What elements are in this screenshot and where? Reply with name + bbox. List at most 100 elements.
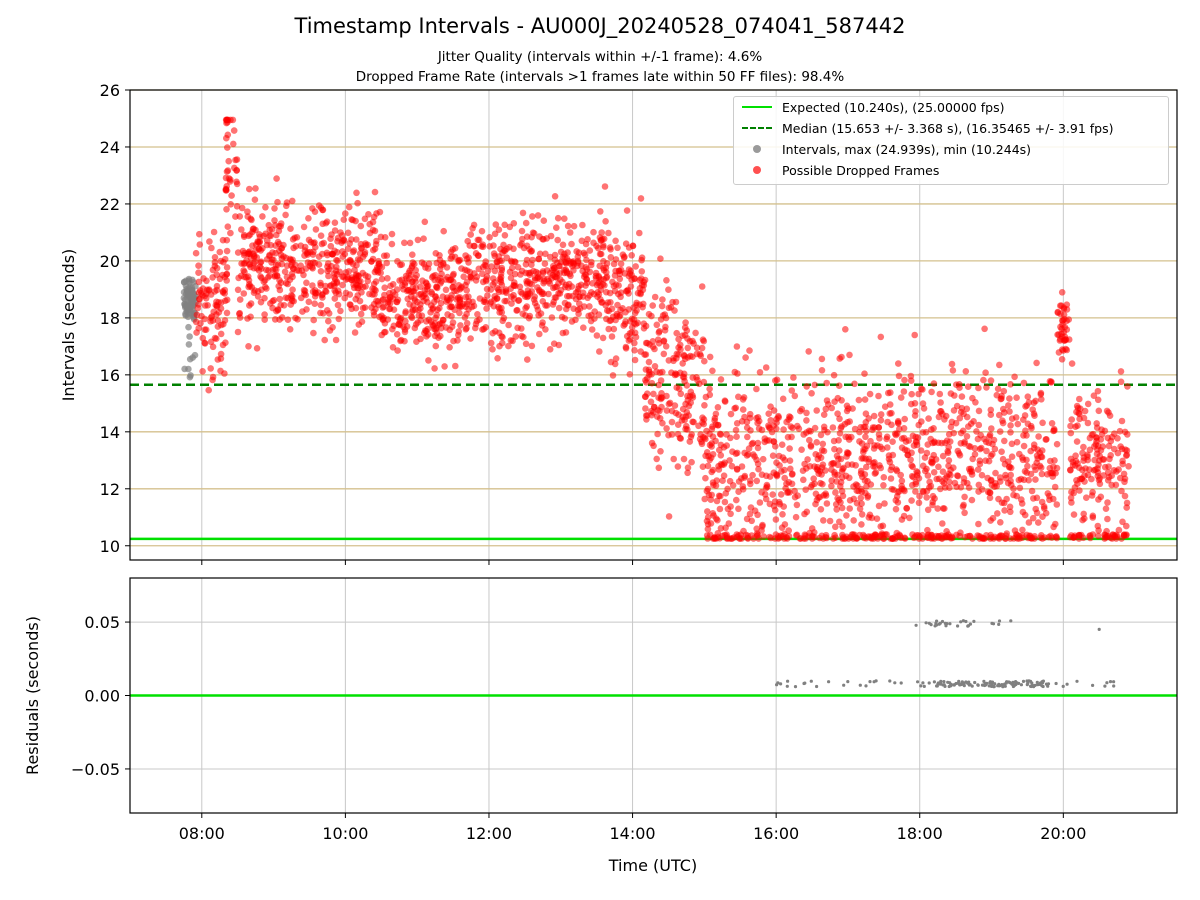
dropped-frame-point	[765, 410, 772, 418]
dropped-frame-point	[422, 279, 430, 286]
dropped-frame-point	[354, 256, 362, 263]
dropped-frame-point	[529, 229, 537, 236]
dropped-frame-point	[493, 262, 501, 270]
dropped-frame-point	[706, 353, 714, 361]
dropped-frame-point	[593, 332, 601, 339]
dropped-frame-point	[915, 499, 923, 507]
dropped-frame-point	[793, 532, 800, 539]
dropped-frame-point	[935, 463, 942, 471]
dropped-frame-point	[317, 232, 325, 239]
dropped-frame-point	[479, 326, 486, 333]
dropped-frame-point	[823, 500, 831, 507]
dropped-frame-point	[687, 399, 694, 407]
dropped-frame-point	[230, 140, 237, 148]
dropped-frame-point	[274, 238, 282, 246]
residual-point	[987, 684, 991, 688]
dropped-frame-point	[219, 341, 227, 349]
dropped-frame-point	[1084, 471, 1092, 479]
dropped-frame-point	[438, 270, 445, 278]
dropped-frame-point	[278, 255, 286, 262]
dropped-frame-point	[748, 517, 755, 525]
dropped-frame-point	[1015, 476, 1023, 484]
dropped-frame-point	[1067, 429, 1075, 437]
dropped-frame-point	[205, 386, 212, 394]
dropped-frame-point	[607, 253, 615, 261]
dropped-frame-point	[726, 457, 733, 464]
dropped-frame-point	[389, 344, 397, 351]
dropped-frame-point	[957, 429, 965, 437]
dropped-frame-point	[314, 289, 322, 296]
dropped-frame-point	[329, 324, 336, 331]
residual-point	[1108, 680, 1113, 684]
dropped-frame-point	[903, 447, 911, 455]
dropped-frame-point	[357, 222, 365, 230]
dropped-frame-point	[776, 534, 783, 541]
dropped-frame-point	[1019, 526, 1026, 534]
dropped-frame-point	[683, 382, 691, 389]
dropped-frame-point	[534, 306, 542, 314]
dropped-frame-point	[754, 531, 762, 539]
residual-point	[964, 619, 968, 624]
residual-point	[997, 619, 1002, 623]
dropped-frame-point	[331, 227, 339, 234]
dropped-frame-point	[766, 533, 773, 541]
dropped-frame-point	[541, 260, 549, 268]
dropped-frame-point	[223, 236, 231, 244]
dropped-frame-point	[992, 469, 999, 477]
interval-point	[181, 365, 188, 373]
dropped-frame-point	[261, 316, 269, 324]
dropped-frame-point	[1105, 463, 1112, 471]
ticks-layer: 10 12 14 16 18 20 22 24 26 −0.05 0.00 0.05 08:00 10:0…	[71, 81, 1086, 843]
dropped-frame-point	[581, 251, 589, 258]
dropped-frame-point	[487, 339, 495, 347]
dropped-frame-point	[223, 187, 230, 194]
residual-point	[921, 681, 925, 685]
dropped-frame-point	[370, 246, 377, 254]
dropped-frame-point	[394, 347, 401, 354]
dropped-frame-point	[510, 291, 517, 299]
dropped-frame-point	[773, 425, 780, 433]
dropped-frame-point	[236, 310, 243, 318]
dropped-frame-point	[547, 269, 554, 277]
dropped-frame-point	[969, 535, 976, 542]
dropped-frame-point	[719, 477, 726, 485]
dropped-frame-point	[199, 291, 206, 299]
dropped-frame-point	[655, 464, 663, 472]
dropped-frame-point	[810, 475, 817, 483]
dropped-frame-point	[204, 302, 211, 309]
dropped-frame-point	[811, 381, 818, 389]
dropped-frame-point	[651, 293, 659, 301]
dropped-frame-point	[858, 485, 865, 493]
dropped-frame-point	[1000, 387, 1008, 395]
dropped-frame-point	[818, 355, 826, 363]
dropped-frame-point	[1090, 392, 1098, 400]
dropped-frame-point	[727, 434, 734, 442]
dropped-frame-point	[961, 438, 968, 446]
dropped-frame-point	[789, 470, 796, 478]
dropped-frame-point	[370, 280, 378, 288]
dropped-frame-point	[884, 418, 891, 426]
dropped-frame-point	[467, 231, 475, 238]
dropped-frame-point	[366, 220, 374, 228]
dropped-frame-point	[442, 324, 450, 331]
dropped-frame-point	[246, 185, 253, 193]
dropped-frame-point	[900, 434, 908, 442]
residual-point	[846, 680, 850, 684]
dropped-frame-point	[203, 277, 210, 285]
dropped-frame-point	[373, 210, 380, 217]
dropped-frame-point	[470, 302, 478, 310]
dropped-frame-point	[807, 442, 815, 449]
dropped-frame-point	[535, 270, 542, 277]
dropped-frame-point	[945, 457, 953, 464]
dropped-frame-point	[898, 516, 906, 523]
dropped-frame-point	[344, 245, 352, 252]
dropped-frame-point	[801, 460, 808, 468]
dropped-frame-point	[1123, 522, 1130, 530]
dropped-frame-point	[684, 335, 691, 342]
dropped-frame-point	[252, 247, 259, 254]
legend-intervals-label: Intervals, max (24.939s), min (10.244s)	[782, 141, 1032, 157]
dropped-frame-point	[862, 433, 869, 441]
dropped-frame-point	[673, 329, 680, 337]
dropped-frame-point	[388, 240, 396, 248]
dropped-frame-point	[288, 270, 296, 278]
